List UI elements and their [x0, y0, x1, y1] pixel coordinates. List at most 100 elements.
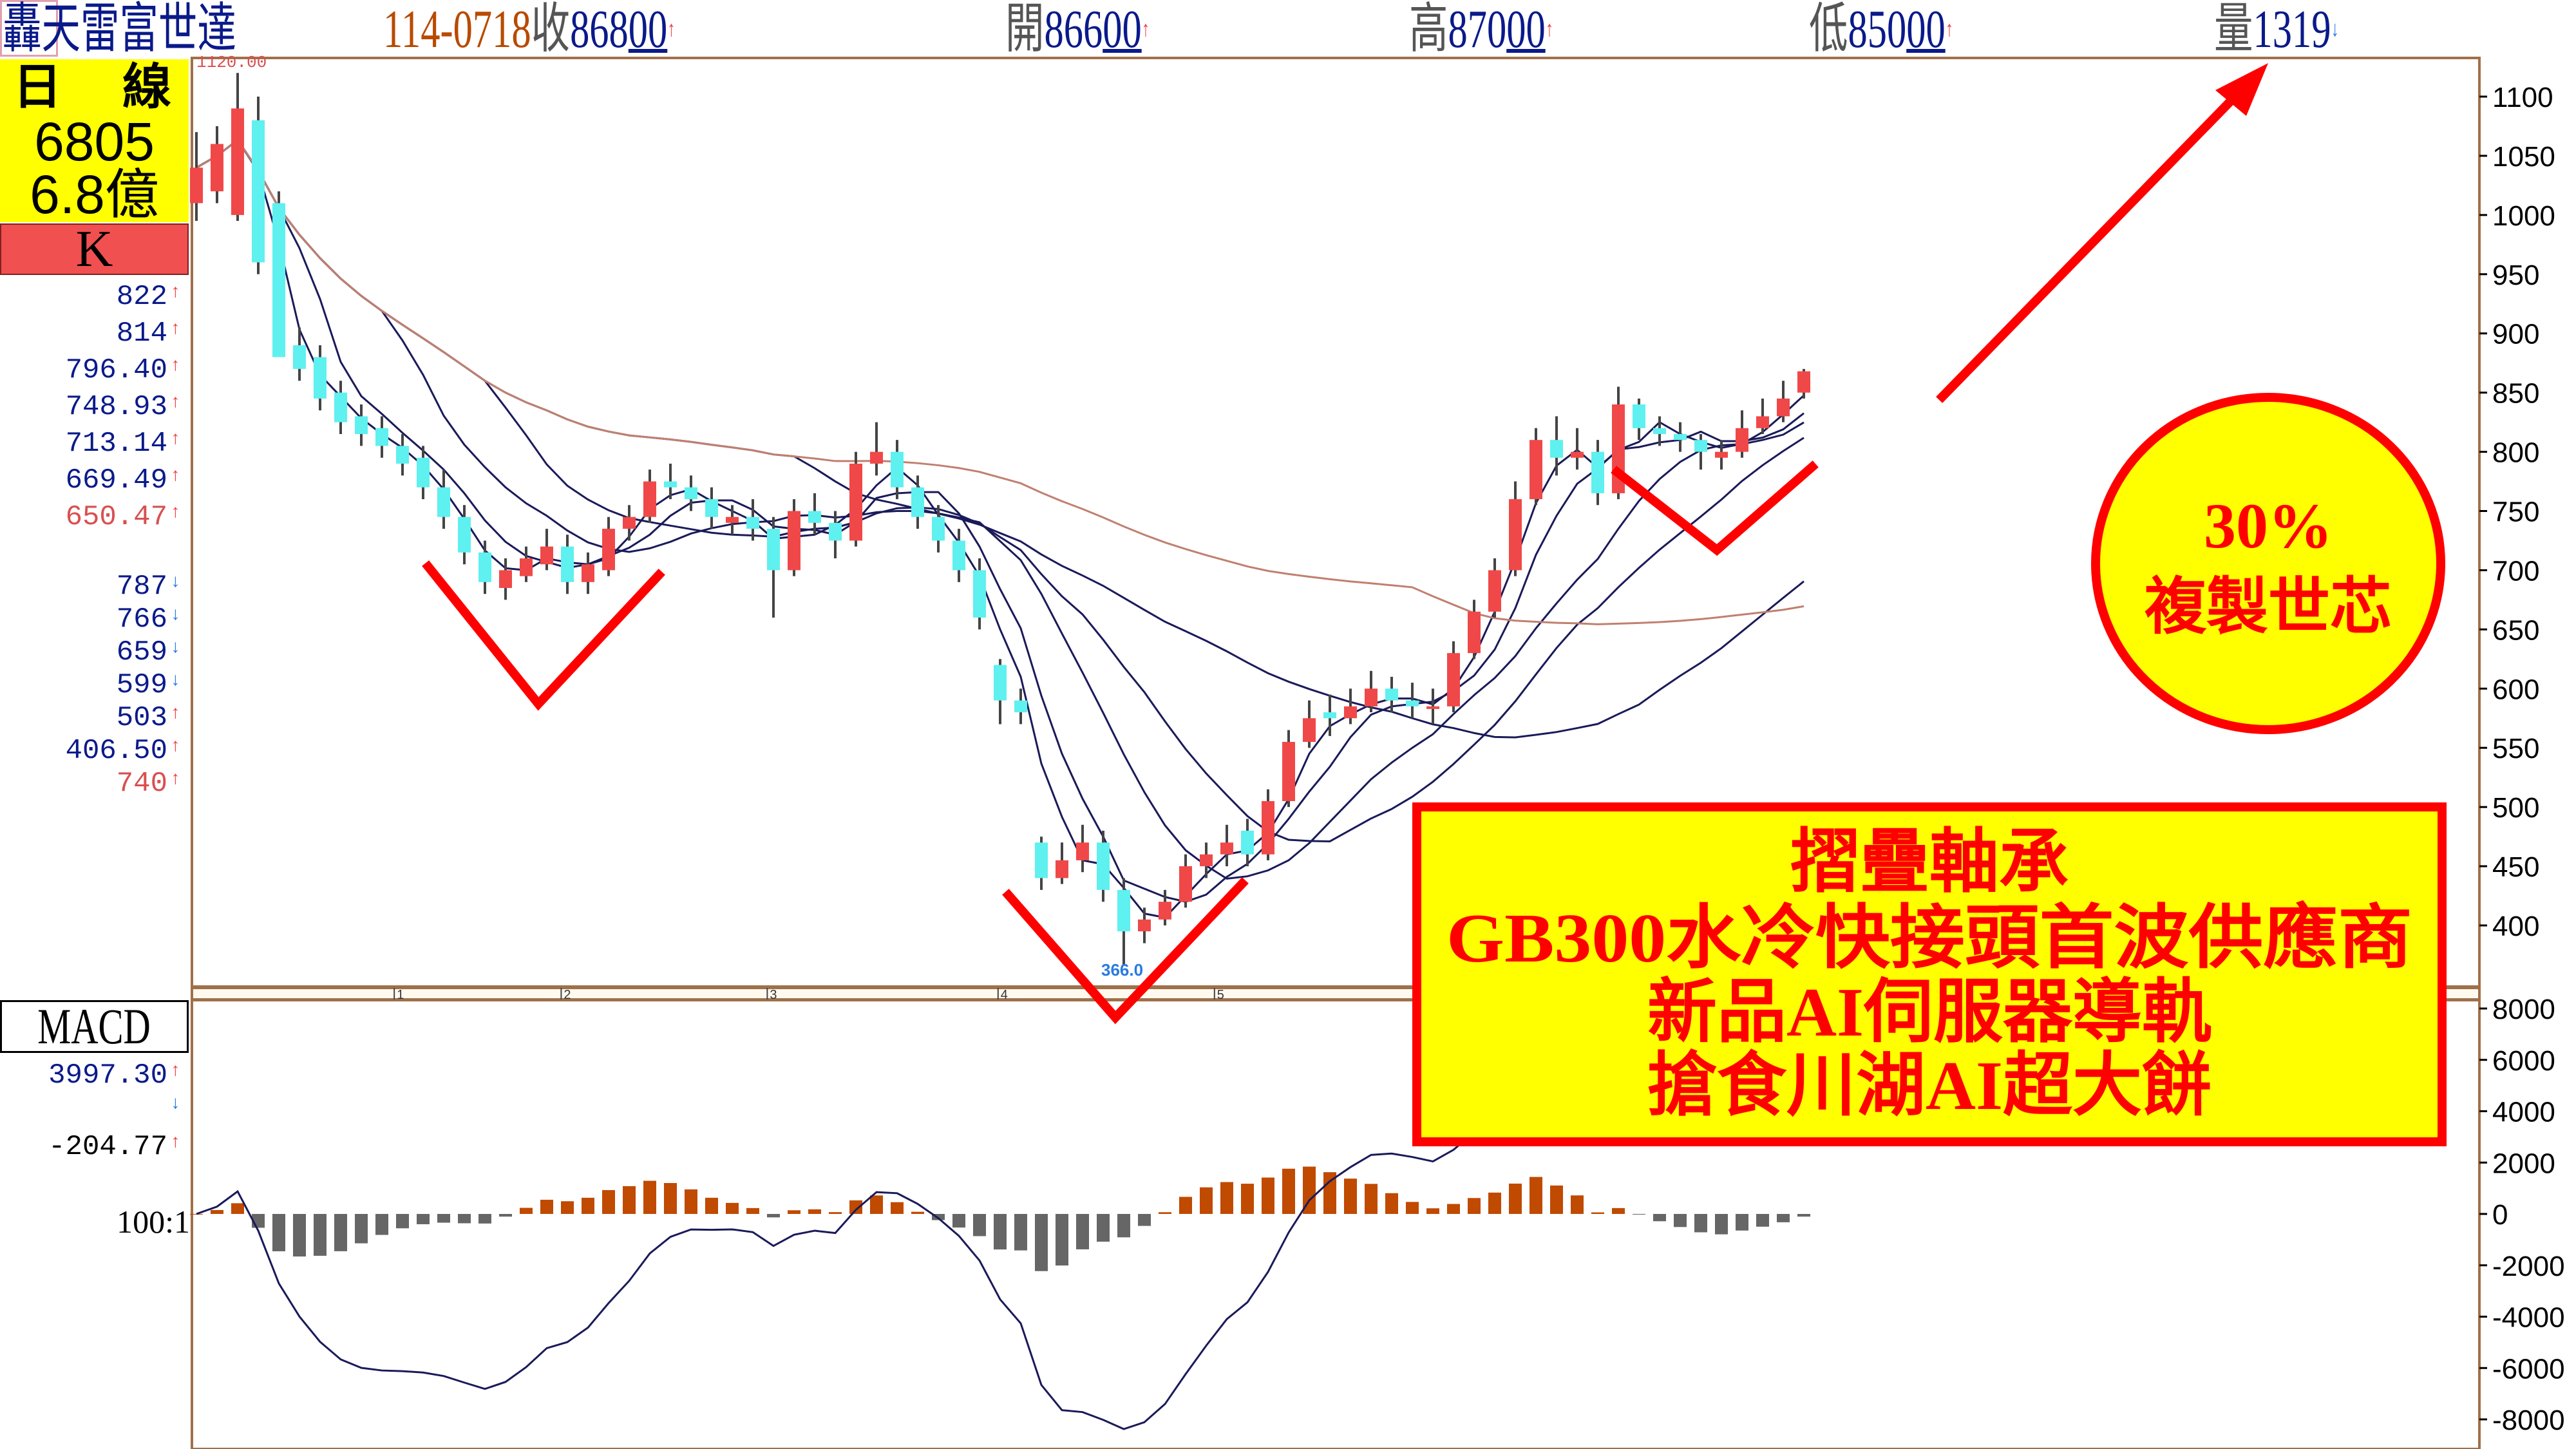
up-arrow-icon: ↑ — [170, 1133, 181, 1153]
candle-body — [1571, 451, 1584, 458]
candle — [355, 404, 368, 446]
callout-line-1: 摺疊軸承 — [1790, 824, 2069, 901]
macd-histogram-bar — [396, 1214, 409, 1229]
candle-body — [1653, 428, 1666, 434]
macd-histogram-bar — [1530, 1177, 1542, 1214]
candle-body — [190, 167, 203, 204]
macd-histogram-bar — [1406, 1202, 1419, 1214]
candle — [499, 558, 512, 600]
candle — [1612, 386, 1625, 500]
candle — [190, 132, 203, 222]
candle-body — [870, 451, 883, 464]
price-axis: 1100 1050 1000 950 900 850 800 750 700 650 600 550 5… — [2479, 82, 2555, 942]
price-tick-label: 950 — [2492, 260, 2539, 291]
high-value: 870 — [1448, 0, 1507, 59]
macd-histogram-bar — [643, 1180, 656, 1214]
candle-body — [1262, 800, 1274, 855]
period-label-line: 線 — [122, 61, 171, 115]
ma-value-text: 796.40 — [65, 354, 167, 386]
ma-value-label: 659 ↓ — [116, 636, 181, 668]
ma-line-10 — [196, 138, 1804, 880]
callout-circle — [2091, 393, 2445, 734]
candle-body — [375, 428, 388, 446]
macd-histogram-bar — [1777, 1214, 1790, 1222]
macd-histogram-bar — [1262, 1177, 1274, 1214]
candle — [911, 475, 924, 529]
price-tick-label: 750 — [2492, 497, 2539, 528]
candle-body — [499, 570, 512, 589]
macd-histogram-bar — [602, 1189, 615, 1214]
macd-histogram-bar — [582, 1197, 594, 1214]
macd-histogram-bar — [1736, 1214, 1748, 1231]
up-arrow-icon: ↑ — [170, 770, 181, 790]
ma-line-30 — [196, 138, 1804, 739]
circle-caption: 複製世芯 — [2145, 573, 2392, 641]
up-arrow-icon: ↑ — [170, 503, 181, 523]
macd-histogram-bar — [1282, 1168, 1295, 1214]
price-tick-label: 1000 — [2492, 200, 2555, 232]
candle-body — [355, 416, 368, 434]
macd-histogram-bar — [685, 1189, 697, 1214]
candle — [1509, 481, 1522, 576]
arrow-head-icon — [2215, 63, 2268, 116]
macd-histogram-bar — [1138, 1214, 1151, 1226]
candle-body — [1056, 860, 1068, 878]
candle — [478, 540, 491, 594]
candle-body — [1468, 611, 1481, 654]
candle-body — [767, 529, 780, 571]
date-axis: 1 2 3 4 5 — [393, 988, 1224, 1002]
candle — [314, 345, 327, 411]
candle — [1097, 830, 1110, 902]
macd-histogram-bar — [1715, 1214, 1728, 1235]
price-tick-label: 600 — [2492, 674, 2539, 705]
candle — [952, 529, 965, 582]
macd-tick-label: -4000 — [2492, 1302, 2565, 1334]
candle — [1633, 398, 1645, 440]
macd-histogram-bar — [355, 1214, 368, 1244]
price-tick-label: 850 — [2492, 378, 2539, 410]
macd-indicator-button[interactable]: MACD — [0, 1000, 189, 1053]
macd-histogram-bar — [1344, 1179, 1357, 1214]
macd-histogram-bar — [1509, 1183, 1522, 1214]
candle — [1385, 676, 1398, 713]
candle — [1715, 440, 1728, 470]
ma-value-label: 796.40 ↑ — [65, 354, 181, 386]
candle — [623, 505, 636, 541]
chart-type-k-button[interactable]: K — [0, 223, 189, 275]
candle-body — [1138, 919, 1151, 932]
candle — [788, 499, 800, 576]
candle-body — [1550, 440, 1563, 458]
candle-body — [1426, 706, 1439, 709]
candle-body — [520, 558, 533, 576]
candle-body — [1694, 440, 1707, 452]
ma-value-text: 650.47 — [65, 501, 167, 533]
candle — [1179, 854, 1192, 908]
candle — [602, 516, 615, 576]
candle — [1117, 878, 1130, 966]
macd-histogram-bar — [1550, 1185, 1563, 1214]
price-tick-label: 1050 — [2492, 141, 2555, 173]
ma-value-text: 599 — [116, 669, 167, 701]
candle — [458, 505, 471, 565]
ma-value-text: 659 — [116, 636, 167, 668]
candle-body — [478, 552, 491, 582]
candle-body — [1756, 416, 1769, 428]
up-arrow-icon: ↑ — [170, 430, 181, 450]
candle-body — [1159, 902, 1171, 920]
candle-body — [334, 392, 347, 422]
candle — [643, 469, 656, 523]
price-tick-label: 800 — [2492, 437, 2539, 469]
macd-histogram-bar — [499, 1214, 512, 1217]
candle-body — [1633, 404, 1645, 428]
macd-histogram-bar — [190, 1214, 203, 1215]
macd-histogram-bar — [1633, 1214, 1645, 1215]
candle-body — [1303, 718, 1316, 743]
candle-body — [540, 546, 553, 565]
candle — [1220, 824, 1233, 867]
macd-histogram-bar — [1097, 1214, 1110, 1242]
date-tick-label: 1 — [397, 988, 404, 1002]
min-price-label: 366.0 — [1101, 960, 1143, 980]
candle — [705, 487, 718, 529]
macd-histogram-bar — [870, 1195, 883, 1214]
